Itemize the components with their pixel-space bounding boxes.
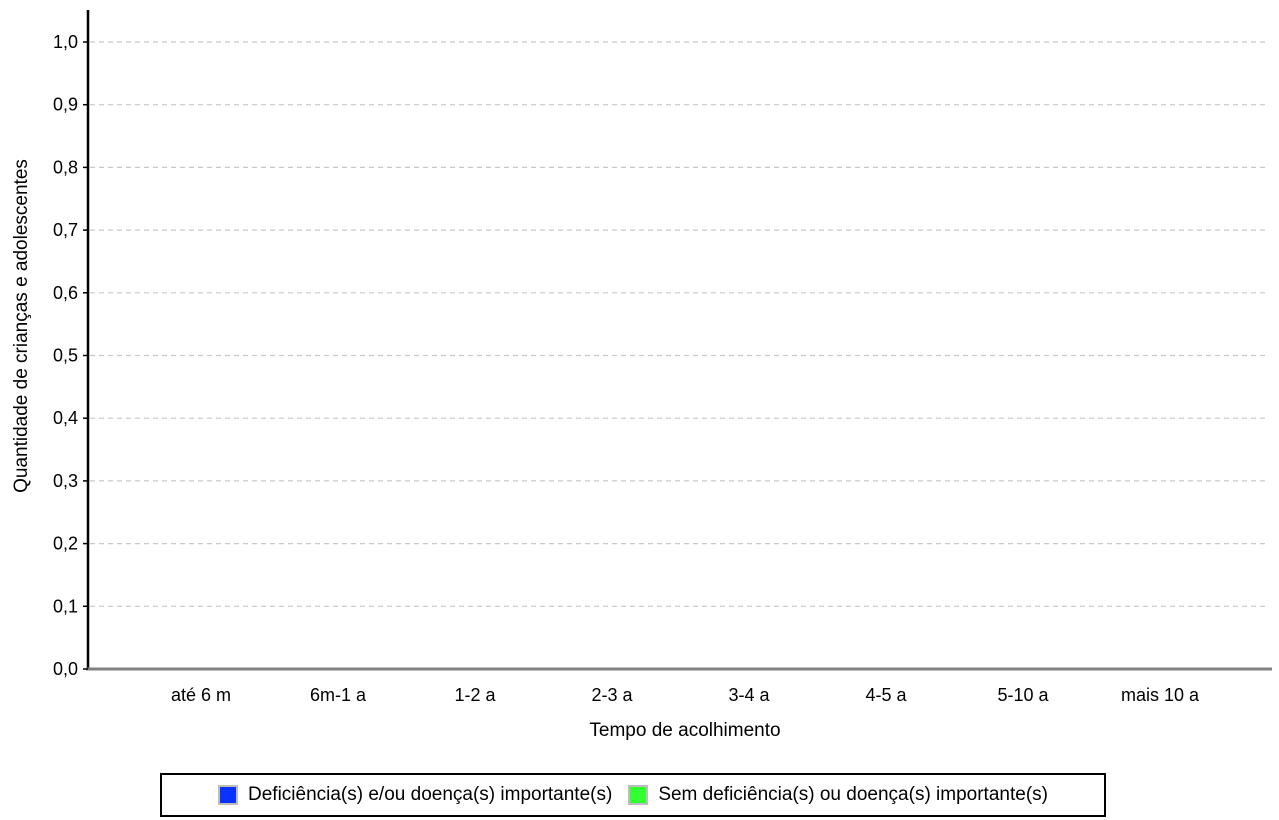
x-tick-label: 2-3 a [591,685,633,705]
x-tick-label: 5-10 a [997,685,1049,705]
x-tick-label: 6m-1 a [310,685,367,705]
x-axis-title: Tempo de acolhimento [589,720,780,741]
y-tick-label: 0,4 [53,408,78,428]
legend-swatch-green [628,785,649,805]
legend: Deficiência(s) e/ou doença(s) importante… [160,773,1106,817]
y-tick-label: 0,9 [53,95,78,115]
x-tick-label: 1-2 a [454,685,496,705]
x-tick-label: até 6 m [171,685,231,705]
x-tick-label: 3-4 a [728,685,770,705]
y-tick-label: 0,6 [53,283,78,303]
legend-swatch-blue [218,785,238,805]
x-tick-label: 4-5 a [865,685,907,705]
y-tick-label: 0,5 [53,346,78,366]
x-tick-labels: até 6 m 6m-1 a 1-2 a 2-3 a 3-4 a 4-5 a 5-10 a m… [171,685,1200,705]
y-tick-labels: 0,0 0,1 0,2 0,3 0,4 0,5 0,6 0,7 0,8 0,9 1,0 [53,32,88,679]
y-tick-label: 0,8 [53,157,78,177]
legend-item-with-disability[interactable]: Deficiência(s) e/ou doença(s) importante… [218,784,612,806]
y-tick-label: 0,7 [53,220,78,240]
y-tick-label: 0,0 [53,659,78,679]
y-tick-label: 0,3 [53,471,78,491]
legend-label: Sem deficiência(s) ou doença(s) importan… [658,784,1048,805]
gridlines [90,41,1268,607]
legend-item-without-disability[interactable]: Sem deficiência(s) ou doença(s) importan… [628,784,1048,806]
legend-label: Deficiência(s) e/ou doença(s) importante… [248,784,613,805]
y-tick-label: 0,2 [53,534,78,554]
y-axis-title: Quantidade de crianças e adolescentes [11,159,32,493]
y-tick-label: 1,0 [53,32,78,52]
x-tick-label: mais 10 a [1121,685,1200,705]
y-tick-label: 0,1 [53,596,78,616]
